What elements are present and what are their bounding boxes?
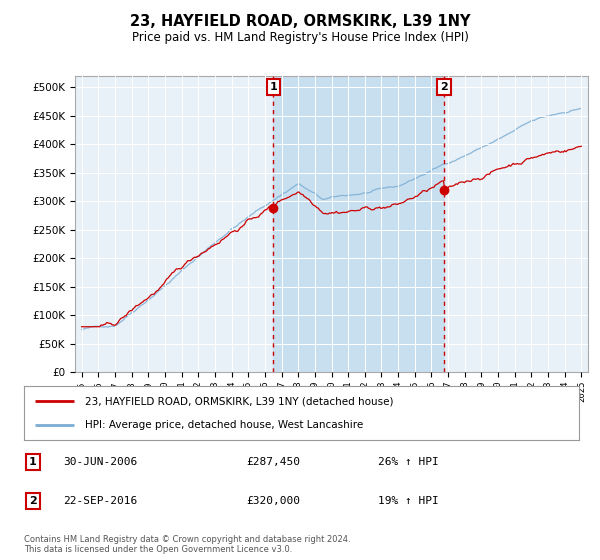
Text: 30-JUN-2006: 30-JUN-2006: [63, 457, 137, 467]
Text: HPI: Average price, detached house, West Lancashire: HPI: Average price, detached house, West…: [85, 419, 364, 430]
Text: 23, HAYFIELD ROAD, ORMSKIRK, L39 1NY (detached house): 23, HAYFIELD ROAD, ORMSKIRK, L39 1NY (de…: [85, 396, 394, 407]
Text: Price paid vs. HM Land Registry's House Price Index (HPI): Price paid vs. HM Land Registry's House …: [131, 31, 469, 44]
Bar: [273, 76, 444, 372]
Text: 2: 2: [440, 82, 448, 92]
Text: £287,450: £287,450: [246, 457, 300, 467]
Text: £320,000: £320,000: [246, 496, 300, 506]
Text: Contains HM Land Registry data © Crown copyright and database right 2024.
This d: Contains HM Land Registry data © Crown c…: [24, 535, 350, 554]
Text: 1: 1: [269, 82, 277, 92]
Text: 19% ↑ HPI: 19% ↑ HPI: [378, 496, 439, 506]
Text: 22-SEP-2016: 22-SEP-2016: [63, 496, 137, 506]
Text: 23, HAYFIELD ROAD, ORMSKIRK, L39 1NY: 23, HAYFIELD ROAD, ORMSKIRK, L39 1NY: [130, 14, 470, 29]
Text: 26% ↑ HPI: 26% ↑ HPI: [378, 457, 439, 467]
Text: 2: 2: [29, 496, 37, 506]
Text: 1: 1: [29, 457, 37, 467]
